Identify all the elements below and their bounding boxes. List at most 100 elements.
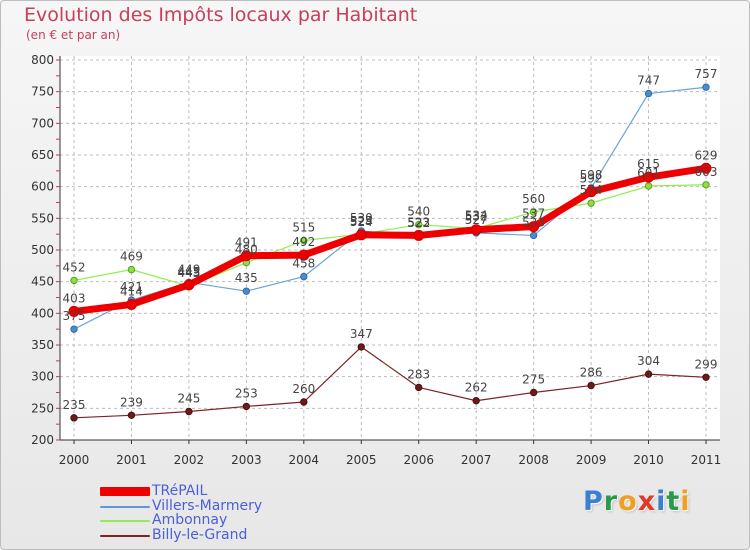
x-tick-label: 2002 (174, 453, 205, 467)
data-point (240, 250, 252, 262)
y-tick-label: 300 (31, 370, 54, 384)
data-label: 757 (695, 67, 718, 81)
series-line (73, 346, 707, 419)
data-point (529, 388, 538, 397)
data-point (528, 221, 540, 233)
data-point (127, 265, 136, 274)
data-label: 403 (63, 291, 86, 305)
data-point (70, 325, 78, 333)
data-label: 286 (580, 366, 603, 380)
data-point (185, 407, 193, 416)
series-line (73, 164, 707, 315)
x-tick-label: 2006 (403, 453, 434, 467)
data-label: 523 (407, 215, 430, 229)
legend-label-trepail: TRéPAIL (152, 483, 208, 499)
data-point (70, 276, 78, 285)
data-label: 245 (177, 392, 200, 406)
data-point (413, 229, 425, 241)
data-label: 347 (350, 327, 373, 341)
data-point (298, 249, 310, 261)
legend-label-billy-le-grand: Billy-le-Grand (152, 526, 248, 543)
y-tick-label: 200 (31, 433, 54, 447)
proxiti-logo: Proxiti (583, 486, 691, 517)
y-tick-label: 550 (31, 211, 54, 225)
data-label: 449 (177, 262, 200, 276)
data-label: 260 (292, 382, 315, 396)
data-label: 458 (292, 257, 315, 271)
data-label: 421 (120, 280, 143, 294)
x-tick-label: 2011 (691, 453, 722, 467)
x-tick-label: 2007 (461, 453, 492, 467)
data-label: 747 (637, 74, 660, 88)
data-label: 375 (63, 309, 86, 323)
data-label: 445 (177, 265, 200, 279)
data-label: 299 (695, 357, 718, 371)
series-line (73, 184, 707, 287)
data-label: 525 (350, 214, 373, 228)
data-label: 598 (580, 168, 603, 182)
data-point (125, 298, 137, 310)
data-point (355, 229, 367, 241)
data-point (587, 199, 595, 207)
chart-subtitle: (en € et par an) (26, 28, 121, 42)
data-point (300, 236, 308, 245)
data-point (644, 89, 653, 98)
data-label: 534 (465, 208, 488, 222)
data-label: 414 (120, 284, 143, 298)
data-label: 522 (407, 216, 430, 230)
y-tick-label: 400 (31, 306, 54, 320)
data-point (702, 83, 710, 91)
data-label: 540 (407, 205, 430, 219)
data-label: 435 (235, 271, 258, 285)
series-billy-le-grand (70, 343, 710, 422)
data-label: 515 (292, 221, 315, 235)
x-tick-label: 2008 (518, 453, 549, 467)
data-label: 480 (235, 243, 258, 257)
plot-area (60, 56, 720, 440)
data-label: 469 (120, 250, 143, 264)
data-point (357, 343, 365, 351)
data-label: 443 (177, 266, 200, 280)
chart-title: Evolution des Impôts locaux par Habitant (24, 4, 418, 26)
x-tick-label: 2009 (576, 453, 607, 467)
data-point (242, 287, 251, 295)
data-point (529, 231, 538, 240)
data-label: 592 (580, 172, 603, 186)
data-label: 492 (292, 235, 315, 249)
data-label: 615 (637, 157, 660, 171)
logo-letter: P (583, 486, 604, 517)
data-label: 253 (235, 386, 258, 400)
logo-letter: o (618, 486, 638, 517)
logo-letter: r (603, 486, 619, 517)
data-point (470, 224, 482, 236)
data-point (702, 373, 710, 381)
data-label: 262 (465, 381, 488, 395)
y-tick-label: 600 (31, 180, 54, 194)
y-tick-label: 700 (31, 116, 54, 130)
data-point (300, 272, 308, 281)
data-label: 601 (637, 166, 660, 180)
logo-letter: i (680, 486, 691, 517)
logo-letter: i (656, 486, 667, 517)
data-label: 283 (407, 367, 430, 381)
y-tick-label: 350 (31, 338, 54, 352)
data-point (70, 414, 78, 422)
data-point (68, 305, 80, 317)
data-label: 452 (63, 260, 86, 274)
data-label: 532 (465, 210, 488, 224)
data-point (127, 411, 136, 419)
x-tick-label: 2001 (116, 453, 147, 467)
data-label: 574 (580, 183, 603, 197)
data-point (529, 208, 538, 216)
data-label: 530 (350, 211, 373, 225)
legend-swatch-trepail (100, 487, 150, 496)
data-point (702, 181, 710, 189)
y-tick-label: 650 (31, 148, 54, 162)
x-tick-label: 2004 (289, 453, 320, 467)
logo-letter: t (666, 486, 681, 517)
legend-swatch-ambonnay (100, 520, 150, 522)
data-point (415, 220, 423, 229)
y-tick-label: 450 (31, 275, 54, 289)
data-label: 537 (522, 207, 545, 221)
